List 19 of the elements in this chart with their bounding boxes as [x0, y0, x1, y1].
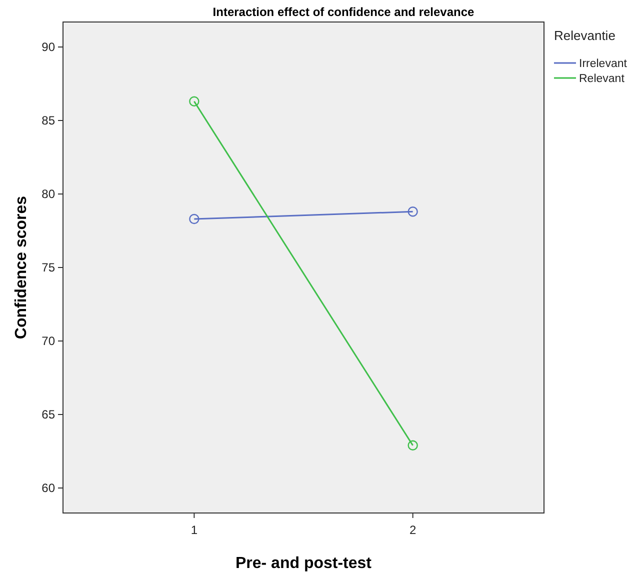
- y-tick-label: 70: [42, 334, 56, 348]
- point: [189, 214, 200, 224]
- y-tick-label: 60: [42, 481, 56, 496]
- legend-title: Relevantie: [554, 28, 616, 43]
- point: [408, 440, 418, 450]
- y-axis-title: Confidence scores: [13, 196, 30, 340]
- legend-label: Irrelevant: [579, 58, 628, 70]
- x-tick-label: 2: [409, 523, 416, 537]
- y-tick-label: 90: [42, 40, 56, 54]
- y-tick-label: 80: [42, 187, 56, 202]
- x-tick-label: 1: [190, 523, 198, 537]
- y-tick-label: 85: [42, 114, 56, 128]
- y-tick-label: 75: [42, 260, 56, 275]
- point: [408, 206, 418, 217]
- x-axis-title: Pre- and post-test: [235, 555, 372, 572]
- point: [189, 96, 200, 106]
- legend-label: Relevant: [579, 73, 626, 86]
- y-tick-label: 65: [42, 408, 56, 422]
- chart-title: Interaction effect of confidence and relevance: [212, 5, 475, 19]
